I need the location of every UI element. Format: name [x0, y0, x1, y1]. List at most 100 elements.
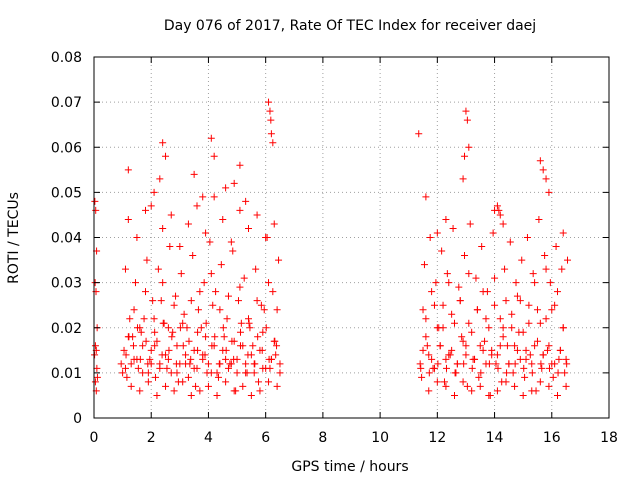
data-point [472, 274, 480, 282]
data-point [448, 310, 456, 318]
data-point [146, 355, 154, 363]
y-tick-labels: 0 0.01 0.02 0.03 0.04 0.05 0.06 0.07 0.08 [51, 50, 82, 427]
data-point [455, 283, 463, 291]
data-point [543, 346, 551, 354]
data-point [207, 369, 215, 377]
data-point [419, 306, 427, 314]
data-point [237, 319, 245, 327]
data-point [124, 166, 132, 174]
data-point [443, 270, 451, 278]
data-point [217, 261, 225, 269]
data-point [220, 333, 228, 341]
data-point [91, 197, 99, 205]
data-point [468, 328, 476, 336]
data-point [554, 391, 561, 399]
data-point [459, 175, 467, 183]
data-point [163, 364, 171, 372]
data-point [206, 238, 214, 246]
axis-ticks [93, 56, 610, 419]
y-tick-label: 0.06 [51, 140, 82, 156]
data-point [526, 351, 534, 359]
data-point [545, 382, 553, 390]
data-point [471, 355, 479, 363]
data-point [428, 355, 436, 363]
data-point [183, 324, 191, 332]
data-point [122, 351, 130, 359]
x-tick-label: 8 [318, 430, 327, 446]
data-point [459, 378, 467, 386]
data-point [466, 220, 474, 228]
data-point [273, 306, 281, 314]
y-tick-label: 0.05 [51, 185, 82, 201]
data-point [561, 369, 569, 377]
data-point [417, 364, 425, 372]
x-tick-label: 4 [204, 430, 213, 446]
data-point [230, 387, 238, 395]
data-point [453, 360, 461, 368]
data-point [525, 319, 533, 327]
data-point [187, 297, 195, 305]
data-point [223, 315, 231, 323]
data-point [216, 306, 224, 314]
data-point [256, 387, 264, 395]
data-point [201, 351, 209, 359]
data-point [211, 333, 219, 341]
data-point [207, 270, 215, 278]
data-point [250, 369, 258, 377]
data-point [556, 346, 564, 354]
data-point [269, 139, 277, 147]
data-point [189, 252, 197, 260]
data-point [176, 324, 184, 332]
data-point [142, 337, 150, 345]
data-point [267, 130, 275, 138]
data-point [185, 337, 193, 345]
data-point [121, 364, 129, 372]
data-point [523, 234, 531, 241]
data-point [159, 139, 167, 147]
data-point [126, 315, 134, 323]
data-point [187, 355, 195, 363]
data-point [117, 360, 125, 368]
x-tick-label: 12 [428, 430, 446, 446]
data-point [425, 369, 433, 377]
data-point [422, 333, 430, 341]
data-point [182, 351, 190, 359]
data-point [202, 333, 210, 341]
data-point [119, 369, 127, 377]
data-point [260, 306, 268, 314]
x-tick-label: 0 [90, 430, 99, 446]
data-point [267, 116, 275, 124]
data-point [460, 360, 468, 368]
data-point [253, 211, 261, 219]
data-point [509, 369, 517, 377]
data-point [222, 355, 230, 363]
data-point [533, 306, 541, 314]
data-point [468, 364, 476, 372]
data-point [482, 315, 490, 323]
data-point [496, 211, 504, 219]
data-point [473, 306, 481, 314]
data-point [156, 364, 164, 372]
data-point [465, 319, 473, 327]
data-point [491, 206, 499, 214]
x-axis-label: GPS time / hours [291, 459, 408, 475]
data-point [525, 301, 533, 309]
x-tick-label: 10 [371, 430, 389, 446]
data-point [548, 360, 556, 368]
data-point [267, 355, 275, 363]
data-point [130, 355, 138, 363]
data-point [142, 288, 149, 296]
data-point [562, 382, 570, 390]
data-point [222, 346, 230, 354]
data-point [182, 360, 190, 368]
data-point [233, 355, 241, 363]
data-point [219, 215, 227, 223]
data-point [276, 360, 284, 368]
data-point [489, 229, 497, 237]
data-point [519, 391, 527, 399]
data-point [428, 288, 436, 296]
data-point [269, 288, 277, 296]
data-point [147, 202, 155, 210]
data-point [515, 328, 523, 336]
data-point [150, 188, 158, 196]
